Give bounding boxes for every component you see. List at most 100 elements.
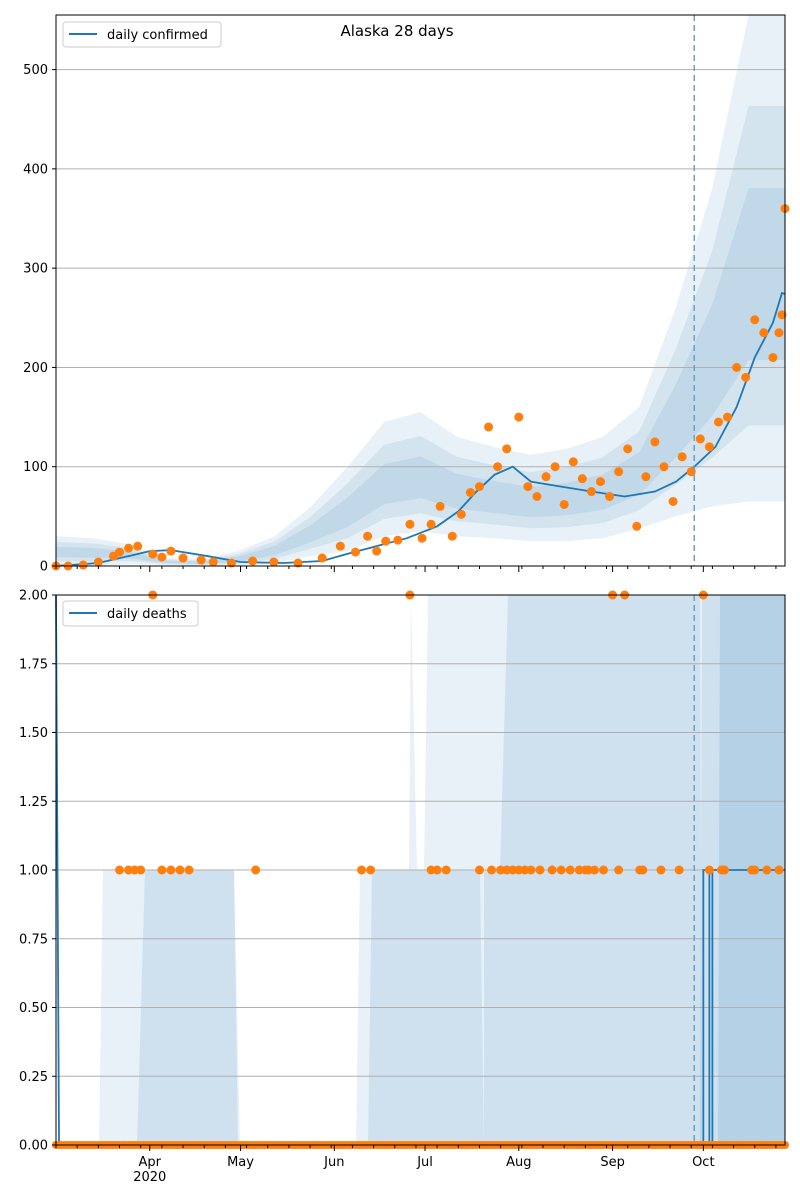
deaths-observation-point [432,865,442,875]
deaths-observation-point [762,865,772,875]
confirmed-observation-point [541,472,551,482]
confirmed-observation-point [493,462,503,472]
deaths-y-tick-label: 1.00 [19,864,48,879]
confirmed-observation-point [623,444,633,454]
deaths-y-tick-label: 1.75 [19,657,48,672]
deaths-observation-point [184,865,194,875]
confirmed-y-tick-label: 100 [23,460,48,475]
deaths-x-tick-label: Apr [139,1155,162,1170]
confirmed-legend: daily confirmed [62,21,222,48]
confirmed-observation-point [713,417,723,427]
deaths-y-tick-label: 0.75 [19,932,48,947]
deaths-panel: 0.00 0.25 0.50 0.75 1.00 1.25 1.50 1.75 2.00 Apr… [19,589,789,1185]
confirmed-band-0 [56,15,785,566]
confirmed-observation-point [293,558,303,568]
confirmed-observation-point [372,546,382,556]
confirmed-observation-point [577,474,587,484]
deaths-y-tick-label: 0.00 [19,1139,48,1154]
confirmed-observation-point [157,552,167,562]
deaths-observation-point [166,865,176,875]
confirmed-observation-point [514,412,524,422]
confirmed-observation-point [124,543,134,553]
confirmed-observation-point [586,487,596,497]
confirmed-observation-point [768,353,778,363]
deaths-observation-point [704,865,714,875]
deaths-observation-point [638,865,648,875]
confirmed-observation-point [350,547,360,557]
confirmed-observation-point [550,462,560,472]
confirmed-observation-point [532,492,542,502]
deaths-observation-point [720,865,730,875]
deaths-x-tick-label: Sep [600,1155,625,1170]
confirmed-observation-point [405,519,415,529]
confirmed-observation-point [777,310,787,320]
confirmed-observation-point [474,482,484,492]
confirmed-observation-point [363,531,373,541]
deaths-observation-point [565,865,575,875]
confirmed-observation-point [417,533,427,543]
confirmed-observation-point [456,509,466,519]
confirmed-band-2 [56,188,785,564]
confirmed-observation-point [659,462,669,472]
confirmed-observation-point [750,315,760,325]
confirmed-x-axis [55,566,777,572]
deaths-x-tick-label: Jul [416,1155,433,1170]
deaths-y-axis: 0.00 0.25 0.50 0.75 1.00 1.25 1.50 1.75 2.00 [19,589,56,1154]
deaths-x-tick-label: Aug [506,1155,531,1170]
confirmed-observation-point [426,519,436,529]
deaths-observation-point [474,865,484,875]
deaths-observation-point [774,865,784,875]
confirmed-observation-point [393,535,403,545]
confirmed-observation-point [93,557,103,567]
confirmed-observation-point [759,328,769,338]
deaths-observation-point [556,865,566,875]
deaths-observation-point [599,865,609,875]
confirmed-uncertainty-bands [56,15,785,566]
deaths-legend: daily deaths [62,600,199,627]
confirmed-y-tick-label: 300 [23,262,48,277]
confirmed-observation-point [208,557,218,567]
deaths-observation-point [366,865,376,875]
confirmed-observation-point [704,442,714,452]
deaths-y-tick-label: 1.25 [19,795,48,810]
deaths-observation-point [656,865,666,875]
confirmed-observation-point [723,412,733,422]
confirmed-axes-frame [55,14,786,567]
confirmed-y-tick-label: 200 [23,361,48,376]
confirmed-observation-point [774,328,784,338]
confirmed-observation-point [686,467,696,477]
confirmed-observation-point [196,555,206,565]
confirmed-observation-point [668,496,678,506]
chart-title: Alaska 28 days [340,22,453,40]
confirmed-legend-label: daily confirmed [107,28,208,43]
deaths-observation-point [614,865,624,875]
confirmed-gridlines [56,69,785,468]
confirmed-observation-point [732,362,742,372]
confirmed-y-tick-label: 500 [23,63,48,78]
confirmed-observation-point [632,521,642,531]
confirmed-observation-point [269,557,279,567]
confirmed-observation-point [605,492,615,502]
deaths-observation-point [157,865,167,875]
deaths-observation-point [589,865,599,875]
deaths-observation-point [526,865,536,875]
confirmed-observation-point [484,422,494,432]
confirmed-y-axis: 0 100 200 300 400 500 [23,63,56,575]
confirmed-observation-point [178,553,188,563]
deaths-x-tick-label: Jun [323,1155,344,1170]
deaths-observation-point [547,865,557,875]
deaths-observation-point [175,865,185,875]
deaths-y-tick-label: 1.50 [19,726,48,741]
confirmed-legend-box [62,21,222,48]
deaths-y-tick-label: 0.25 [19,1070,48,1085]
confirmed-observation-point [650,437,660,447]
deaths-observation-point [487,865,497,875]
deaths-observation-point [357,865,367,875]
confirmed-observation-point [614,467,624,477]
confirmed-observation-point [568,457,578,467]
confirmed-observation-point [115,547,125,557]
deaths-observation-point [136,865,146,875]
confirmed-observation-point [741,372,751,382]
deaths-x-tick-label: Oct [692,1155,714,1170]
